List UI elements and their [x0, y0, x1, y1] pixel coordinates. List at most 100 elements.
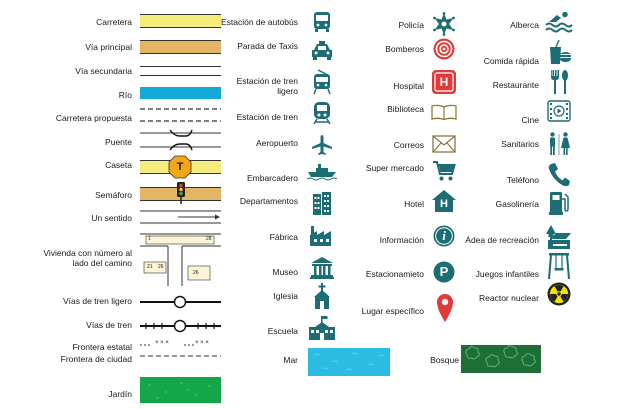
label-restaurante: Restaurante [492, 80, 539, 90]
swatch-mar [308, 348, 390, 376]
label-frontera-ciudad: Frontera de ciudad [60, 354, 132, 364]
label-estacion-tren-ligero: Estación de tren ligero [236, 76, 298, 96]
label-comida-rapida: Comida rápida [483, 56, 539, 66]
label-fabrica: Fábrica [269, 232, 298, 242]
ferry-icon [306, 164, 338, 181]
label-escuela: Escuela [267, 326, 298, 336]
house-number-left-2: 26 [158, 264, 164, 270]
restaurant-icon [551, 70, 568, 94]
swatch-bosque [461, 345, 541, 373]
label-lugar-especifico: Lugar específico [361, 306, 424, 316]
airplane-icon [312, 135, 332, 155]
hospital-letter: H [439, 75, 449, 89]
taxi-icon [312, 41, 332, 60]
swatch-un-sentido [140, 210, 221, 224]
swatch-rio [140, 87, 221, 99]
label-informacion: Información [379, 235, 424, 245]
bus-icon [314, 12, 330, 32]
label-puente: Puente [105, 137, 132, 147]
label-cine: Cine [521, 115, 539, 125]
label-museo: Museo [272, 267, 298, 277]
map-pin-icon [437, 294, 453, 322]
label-reactor-nuclear: Reactor nuclear [478, 293, 539, 303]
gas-station-icon [549, 192, 569, 215]
swatch-vias-tren [140, 319, 221, 333]
swimming-pool-icon [545, 11, 573, 33]
label-policia: Policía [398, 20, 424, 30]
house-number-top: 1 [148, 236, 151, 242]
label-carretera: Carretera [96, 17, 132, 27]
label-un-sentido: Un sentido [91, 213, 132, 223]
fast-food-icon [550, 39, 571, 64]
swatch-fronteras [140, 344, 221, 357]
traffic-light-icon [177, 182, 185, 204]
hotel-icon [432, 190, 456, 212]
label-departamentos: Departamentos [239, 196, 298, 206]
border-marks-1: × × × [155, 340, 169, 346]
house-number-left-1: 21 [147, 264, 153, 270]
swatch-via-principal [140, 40, 221, 54]
label-caseta: Caseta [105, 160, 132, 170]
cinema-icon [547, 100, 571, 122]
train-station-icon [313, 102, 331, 125]
museum-icon [310, 257, 334, 279]
hotel-letter: H [440, 198, 448, 210]
label-juegos-infantiles: Juegos infantiles [475, 269, 539, 279]
label-telefono: Teléfono [506, 175, 539, 185]
label-estacion-autobus: Estación de autobús [220, 17, 298, 27]
nuclear-reactor-icon [547, 282, 571, 306]
mail-envelope-icon [432, 135, 456, 153]
label-sanitarios: Sanitarios [501, 139, 539, 149]
label-hospital: Hospital [393, 81, 424, 91]
label-gasolineria: Gasolinería [495, 199, 539, 209]
label-semaforo: Semáforo [95, 190, 132, 200]
recreation-area-icon [546, 225, 571, 249]
label-jardin: Jardín [108, 389, 132, 399]
toll-letter: T [176, 161, 184, 173]
swatch-puente [140, 129, 221, 151]
label-parada-taxis: Parada de Taxis [237, 41, 298, 51]
label-tren-ligero: Vías de tren ligero [63, 296, 132, 306]
library-book-icon [431, 104, 457, 121]
light-rail-station-icon [313, 69, 331, 95]
label-supermercado: Super mercado [365, 163, 424, 173]
label-vivienda: Vivienda con número al lado del camino [43, 248, 132, 268]
label-via-principal: Vía principal [85, 42, 132, 52]
house-number-right: 26 [193, 270, 199, 276]
label-frontera-estatal: Frontera estatal [72, 342, 132, 352]
label-vias-tren: Vías de tren [86, 320, 132, 330]
swatch-vivienda [140, 233, 221, 286]
shopping-cart-icon [433, 161, 456, 181]
playground-swing-icon [548, 253, 570, 280]
label-bomberos: Bomberos [385, 44, 424, 54]
label-area-recreacion: Ádea de recreación [465, 235, 539, 245]
toll-booth-icon [168, 155, 192, 179]
school-icon [309, 316, 335, 340]
label-embarcadero: Embarcadero [246, 173, 298, 183]
label-estacionamiento: Estacionamieto [365, 269, 424, 279]
label-correos: Correos [393, 140, 424, 150]
swatch-via-secundaria [140, 66, 221, 76]
label-estacion-tren: Estación de tren [236, 112, 298, 122]
swatch-carretera-propuesta [140, 108, 221, 122]
information-icon [433, 225, 455, 247]
label-bosque: Bosque [430, 355, 459, 365]
swatch-carretera [140, 14, 221, 28]
restrooms-icon [550, 132, 570, 155]
border-marks-2: × × × [195, 340, 209, 346]
label-mar: Mar [283, 355, 298, 365]
hospital-icon [432, 70, 456, 94]
apartments-icon [313, 192, 331, 215]
label-hotel: Hotel [404, 199, 424, 209]
police-star-icon [433, 12, 455, 36]
church-icon [314, 283, 330, 309]
swatch-jardin [140, 377, 221, 403]
label-iglesia: Iglesia [273, 291, 298, 301]
label-rio: Río [118, 90, 132, 100]
label-aeropuerto: Aeropuerto [255, 138, 298, 148]
label-carretera-propuesta: Carretera propuesta [55, 113, 132, 123]
fire-station-icon [433, 38, 455, 60]
house-number-top-right: 28 [206, 236, 212, 242]
label-alberca: Alberca [510, 20, 539, 30]
label-via-secundaria: Vía secundaria [75, 66, 132, 76]
